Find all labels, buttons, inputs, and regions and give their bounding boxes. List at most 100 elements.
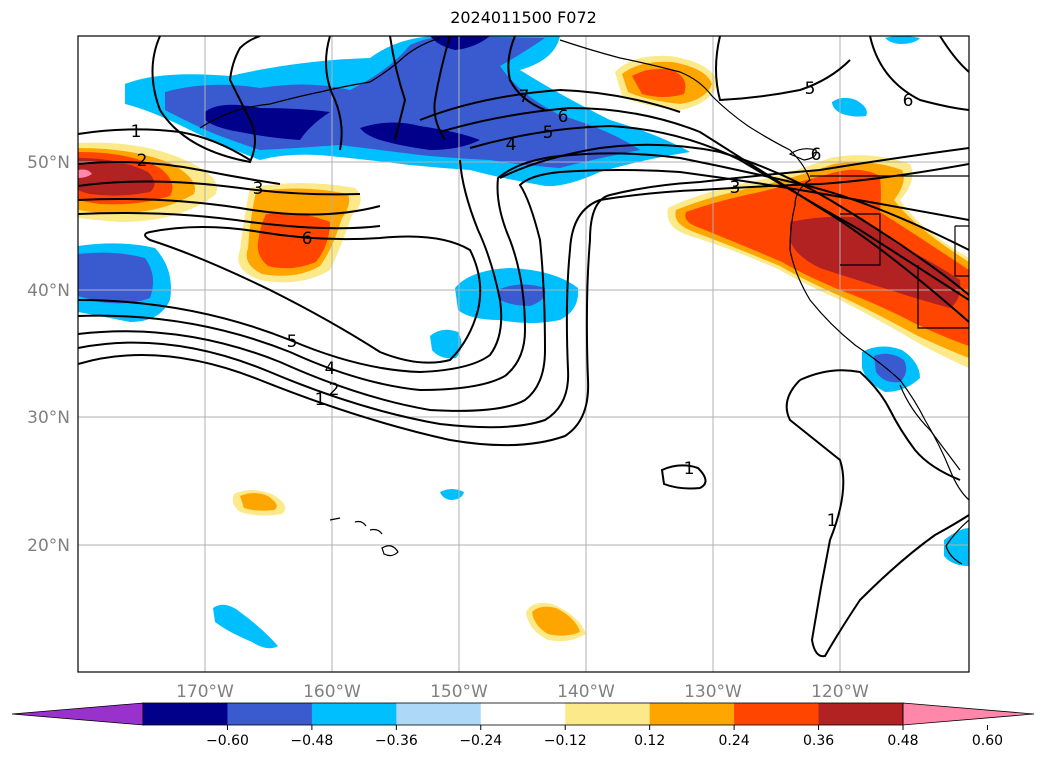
coast-island-se: [788, 148, 817, 161]
colorbar-tick-label: −0.24: [459, 733, 502, 749]
contour-line-2-north: [78, 161, 281, 185]
coast-mexico: [945, 519, 969, 565]
lat-label: 50°N: [27, 153, 70, 173]
lon-label: 150°W: [430, 682, 488, 702]
shade-pos-small-a-inner: [240, 493, 277, 511]
contour-label: 3: [730, 178, 741, 198]
contour-ridge-east-4: [419, 88, 681, 121]
shade-neg-small-gulf: [832, 97, 867, 117]
contour-label: 5: [287, 332, 298, 352]
contour-trough-3: [78, 169, 969, 412]
colorbar-tick-label: −0.48: [290, 733, 333, 749]
contour-labels: 1 2 3 6 5 4 5 6 7 6 5 6 3 5 4 2 1 1 1: [131, 79, 914, 531]
colorbar-tick-label: 0.60: [972, 733, 1003, 749]
colorbar-tick-label: 0.12: [634, 733, 665, 749]
colorbar-segment: [311, 703, 397, 725]
contour-label: 5: [543, 123, 554, 143]
contour-trough-4: [78, 152, 969, 392]
colorbar-segment: [396, 703, 482, 725]
shade-neg-cal-inner: [874, 353, 907, 383]
contour-label: 7: [519, 87, 530, 107]
coast-state-1: [840, 213, 881, 266]
contour-ak-3: [389, 36, 407, 141]
coast-hawaii-2: [354, 520, 367, 527]
coast-hawaii-1: [329, 517, 341, 521]
shade-pos-west-pink: [78, 169, 92, 178]
contour-label: 6: [558, 107, 569, 127]
shade-neg-north-core3: [430, 36, 490, 50]
contour-label: 1: [827, 511, 838, 531]
coast-hawaii-3: [369, 528, 383, 535]
coast-hawaii-4: [381, 545, 399, 557]
colorbar-tick-label: −0.36: [375, 733, 418, 749]
contour-line-5-west: [78, 212, 381, 230]
colorbar-tick-label: 0.48: [887, 733, 918, 749]
contour-ridge-east-3: [439, 106, 969, 323]
coast-alaska-south: [559, 39, 791, 151]
contour-ak-6: [715, 36, 851, 102]
lat-label: 40°N: [27, 281, 70, 301]
lon-label: 160°W: [303, 682, 361, 702]
contour-line-4-west: [78, 198, 381, 216]
coast-baja: [899, 384, 961, 471]
contour-label: 6: [302, 229, 313, 249]
contour-ak-7: [869, 36, 969, 111]
map-layers: 1 2 3 6 5 4 5 6 7 6 5 6 3 5 4 2 1 1 1: [78, 36, 969, 672]
shade-neg-west-inner: [78, 252, 154, 304]
contour-ridge-east-1: [499, 143, 969, 296]
colorbar-tick-label: −0.12: [544, 733, 587, 749]
contour-ridge-east-2: [469, 124, 969, 301]
contour-trough-1: [78, 147, 969, 447]
gridlines: [78, 36, 969, 672]
lon-label: 130°W: [684, 682, 742, 702]
colorbar-segment: [227, 703, 313, 725]
shade-neg-small-a: [430, 329, 462, 359]
contour-ak-5: [507, 36, 546, 111]
shade-neg-small-c: [213, 604, 278, 649]
contour-label: 6: [811, 145, 822, 165]
colorbar-segment: [649, 703, 735, 725]
contour-closed-low: [144, 226, 482, 364]
map-border: [77, 35, 970, 673]
contour-label: 3: [253, 179, 264, 199]
colorbar-tick-label: −0.60: [206, 733, 249, 749]
longitude-labels: 170°W 160°W 150°W 140°W 130°W 120°W: [176, 682, 869, 702]
contours: [78, 36, 969, 658]
contour-ak-2: [325, 36, 343, 151]
lon-label: 120°W: [811, 682, 869, 702]
contour-ak-4: [433, 36, 451, 141]
colorbar-segment: [734, 703, 820, 725]
colorbar-outline: [142, 702, 904, 726]
contour-sub-1: [785, 379, 969, 658]
contour-label: 1: [131, 122, 142, 142]
coast-alaska-peninsula: [199, 37, 441, 129]
contour-label: 2: [329, 380, 340, 400]
contour-label: 5: [805, 79, 816, 99]
shade-neg-small-nw: [885, 36, 920, 44]
contour-label: 2: [137, 151, 148, 171]
shade-neg-north-core2: [360, 122, 480, 150]
lon-label: 170°W: [176, 682, 234, 702]
latitude-labels: 50°N 40°N 30°N 20°N: [27, 153, 70, 556]
contour-line-3-north: [78, 180, 361, 196]
shade-pos-ak-red: [632, 68, 686, 97]
contour-sub-1-top: [799, 369, 961, 481]
map-title: 2024011500 F072: [450, 8, 597, 27]
colorbar-extend-max: [902, 702, 1035, 726]
colorbar-extend-min: [11, 702, 144, 726]
colorbar-segment: [480, 703, 566, 725]
contour-label: 4: [506, 135, 517, 155]
contour-small-1: [660, 464, 707, 490]
lat-label: 30°N: [27, 408, 70, 428]
contour-label: 4: [325, 359, 336, 379]
lat-label: 20°N: [27, 536, 70, 556]
colorbar-segment: [565, 703, 651, 725]
shade-pos-west-core: [78, 158, 155, 196]
contour-label: 1: [315, 390, 326, 410]
lon-label: 140°W: [557, 682, 615, 702]
colorbar-tick-label: 0.36: [803, 733, 834, 749]
colorbar-segment: [143, 703, 228, 725]
shade-neg-mex: [944, 528, 969, 566]
contour-ak-8: [939, 36, 969, 73]
